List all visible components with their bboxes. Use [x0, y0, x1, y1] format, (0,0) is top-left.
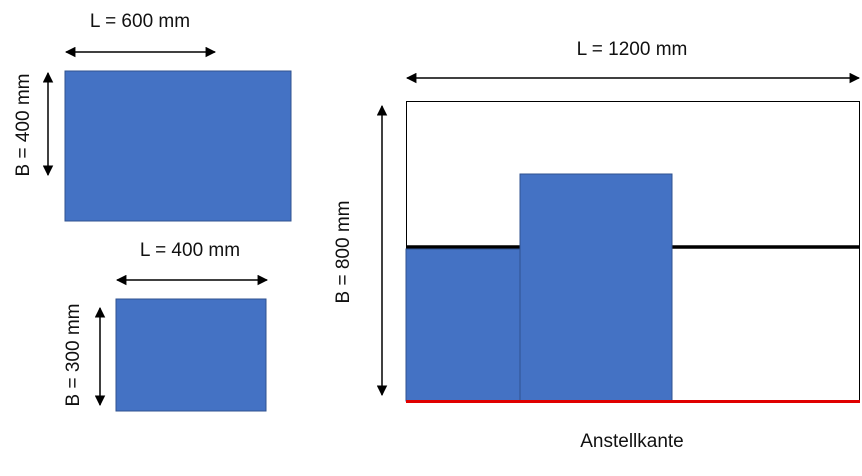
edge-label: Anstellkante [580, 431, 684, 452]
box [405, 248, 521, 402]
box [64, 70, 292, 222]
box [519, 173, 673, 402]
length-label: L = 400 mm [140, 240, 240, 261]
box [115, 298, 267, 412]
width-label: B = 400 mm [13, 74, 34, 177]
length-label: L = 600 mm [90, 11, 190, 32]
width-label: B = 800 mm [333, 201, 354, 304]
length-label: L = 1200 mm [577, 39, 688, 60]
width-label: B = 300 mm [63, 304, 84, 407]
